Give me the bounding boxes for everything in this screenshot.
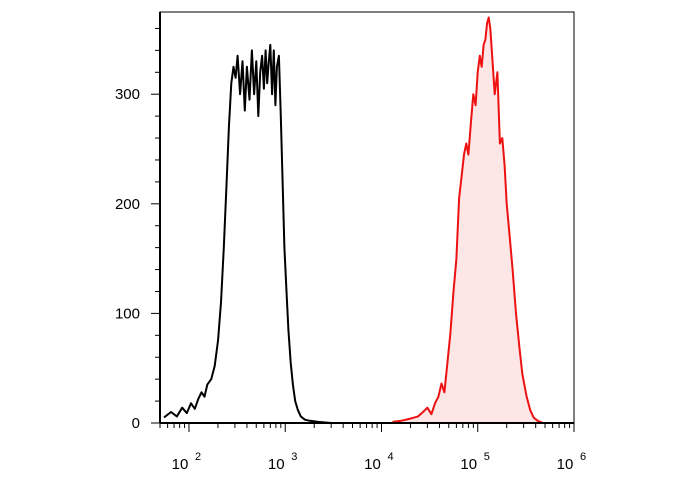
series-layer [163, 16, 544, 424]
y-tick-label: 0 [132, 415, 140, 432]
x-tick-exponent: 4 [387, 451, 393, 463]
x-tick-label: 10 [557, 456, 574, 473]
x-tick-label: 10 [172, 456, 189, 473]
y-axis: 0 100 200 300 [115, 12, 161, 432]
x-tick-exponent: 3 [291, 451, 297, 463]
series-0-line [163, 43, 332, 424]
x-tick-exponent: 5 [484, 451, 490, 463]
y-tick-label: 300 [115, 86, 140, 103]
x-tick-label: 10 [460, 456, 477, 473]
series-1-area [392, 17, 544, 423]
series-1-line [392, 16, 544, 424]
x-tick-exponent: 2 [195, 451, 201, 463]
y-tick-label: 100 [115, 305, 140, 322]
x-tick-exponent: 6 [580, 451, 586, 463]
y-tick-label: 200 [115, 196, 140, 213]
x-axis: 10 2 10 3 10 4 10 5 10 6 [159, 422, 586, 473]
x-tick-label: 10 [364, 456, 381, 473]
x-tick-label: 10 [268, 456, 285, 473]
